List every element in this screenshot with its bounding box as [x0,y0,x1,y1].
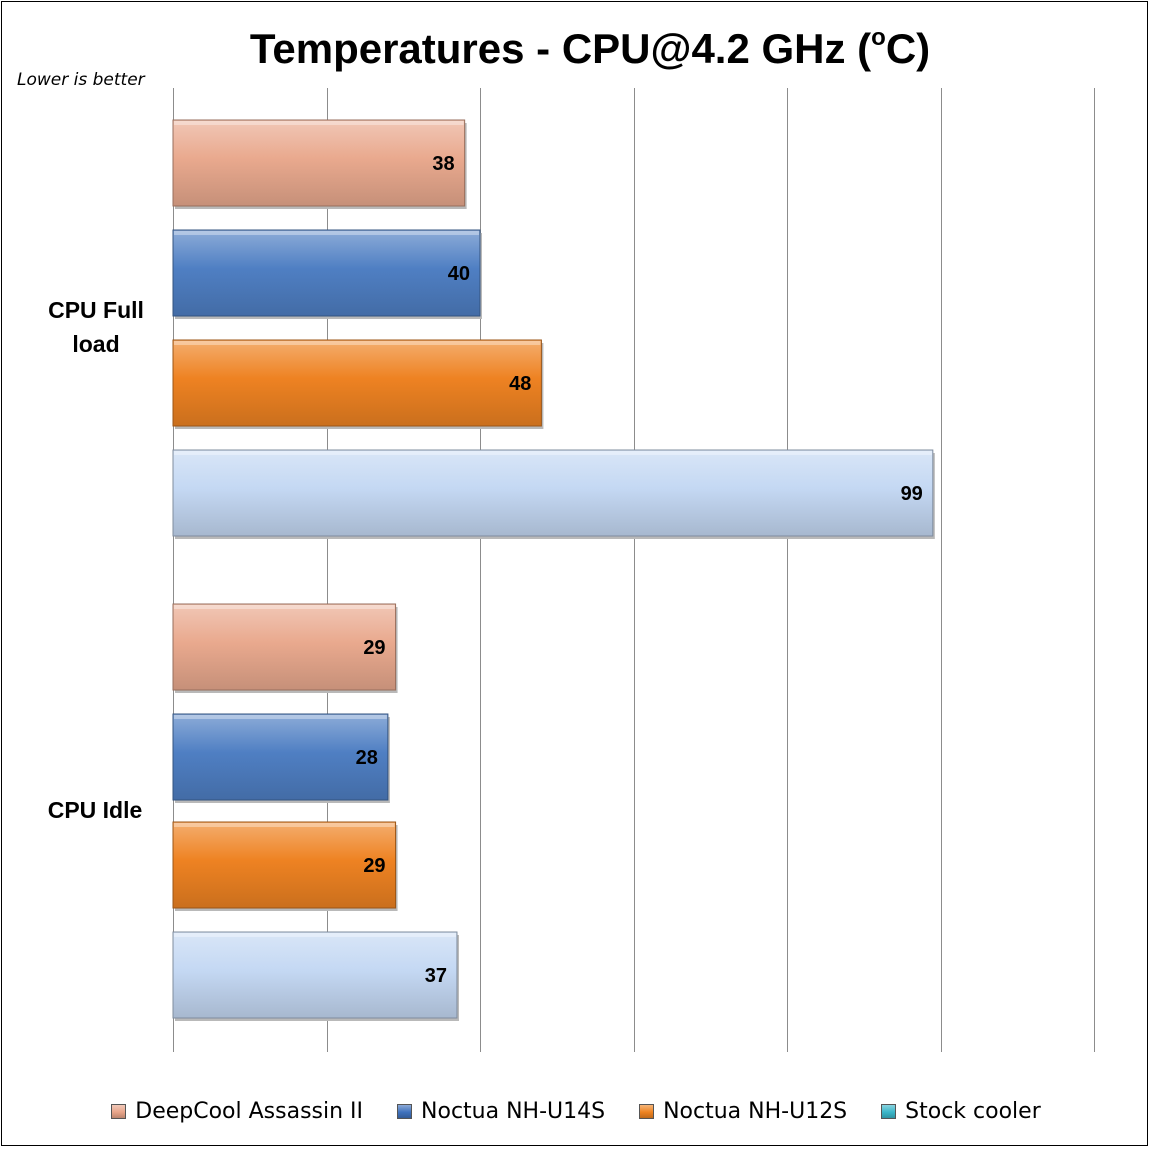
value-label-idle-nh-u14s: 28 [356,747,378,769]
value-label-full-load-stock-cooler: 99 [901,483,923,505]
lower-is-better-note: Lower is better [17,70,145,90]
bar-highlight-full-load-deepcool [174,121,464,125]
bar-highlight-full-load-stock-cooler [174,451,932,455]
chart-title: Temperatures - CPU@4.2 GHz (oC) [249,24,931,72]
bar-highlight-idle-deepcool [174,605,395,609]
bar-highlight-idle-nh-u12s [174,823,395,827]
legend-item-stock-cooler: Stock cooler [881,1099,1041,1124]
bar-full-load-nh-u12s [172,339,542,427]
category-label-full-load: CPU Full load [48,297,144,357]
bar-idle-stock-cooler [172,931,458,1019]
bar-highlight-idle-stock-cooler [174,933,456,937]
bar-highlight-idle-nh-u14s [174,715,387,719]
value-label-full-load-nh-u14s: 40 [448,263,470,285]
legend-item-nh-u12s: Noctua NH-U12S [639,1099,847,1124]
value-label-full-load-nh-u12s: 48 [509,373,531,395]
bar-idle-nh-u14s [172,713,389,801]
title-superscript: o [871,24,886,51]
legend: DeepCool Assassin II Noctua NH-U14S Noct… [0,1096,1152,1126]
legend-swatch-nh-u12s [639,1103,655,1119]
legend-item-nh-u14s: Noctua NH-U14S [397,1099,605,1124]
legend-item-deepcool: DeepCool Assassin II [111,1099,363,1124]
legend-label-nh-u14s: Noctua NH-U14S [421,1098,606,1124]
legend-swatch-deepcool [111,1103,127,1119]
bar-highlight-full-load-nh-u12s [174,341,541,345]
bar-idle-deepcool [172,603,397,691]
value-label-idle-deepcool: 29 [363,637,385,659]
bar-plot-area: 38 40 48 99 29 28 29 37 [172,88,1095,1052]
bar-full-load-deepcool [172,119,466,207]
value-label-idle-stock-cooler: 37 [425,965,447,987]
bar-highlight-full-load-nh-u14s [174,231,479,235]
value-label-full-load-deepcool: 38 [432,153,454,175]
legend-swatch-nh-u14s [397,1103,413,1119]
legend-label-deepcool: DeepCool Assassin II [135,1098,364,1124]
legend-swatch-stock-cooler [881,1103,897,1119]
bar-full-load-stock-cooler [172,449,934,537]
value-label-idle-nh-u12s: 29 [363,855,385,877]
legend-label-stock-cooler: Stock cooler [905,1098,1041,1124]
bar-idle-nh-u12s [172,821,397,909]
legend-label-nh-u12s: Noctua NH-U12S [663,1098,848,1124]
category-label-idle: CPU Idle [47,797,143,823]
bar-full-load-nh-u14s [172,229,481,317]
